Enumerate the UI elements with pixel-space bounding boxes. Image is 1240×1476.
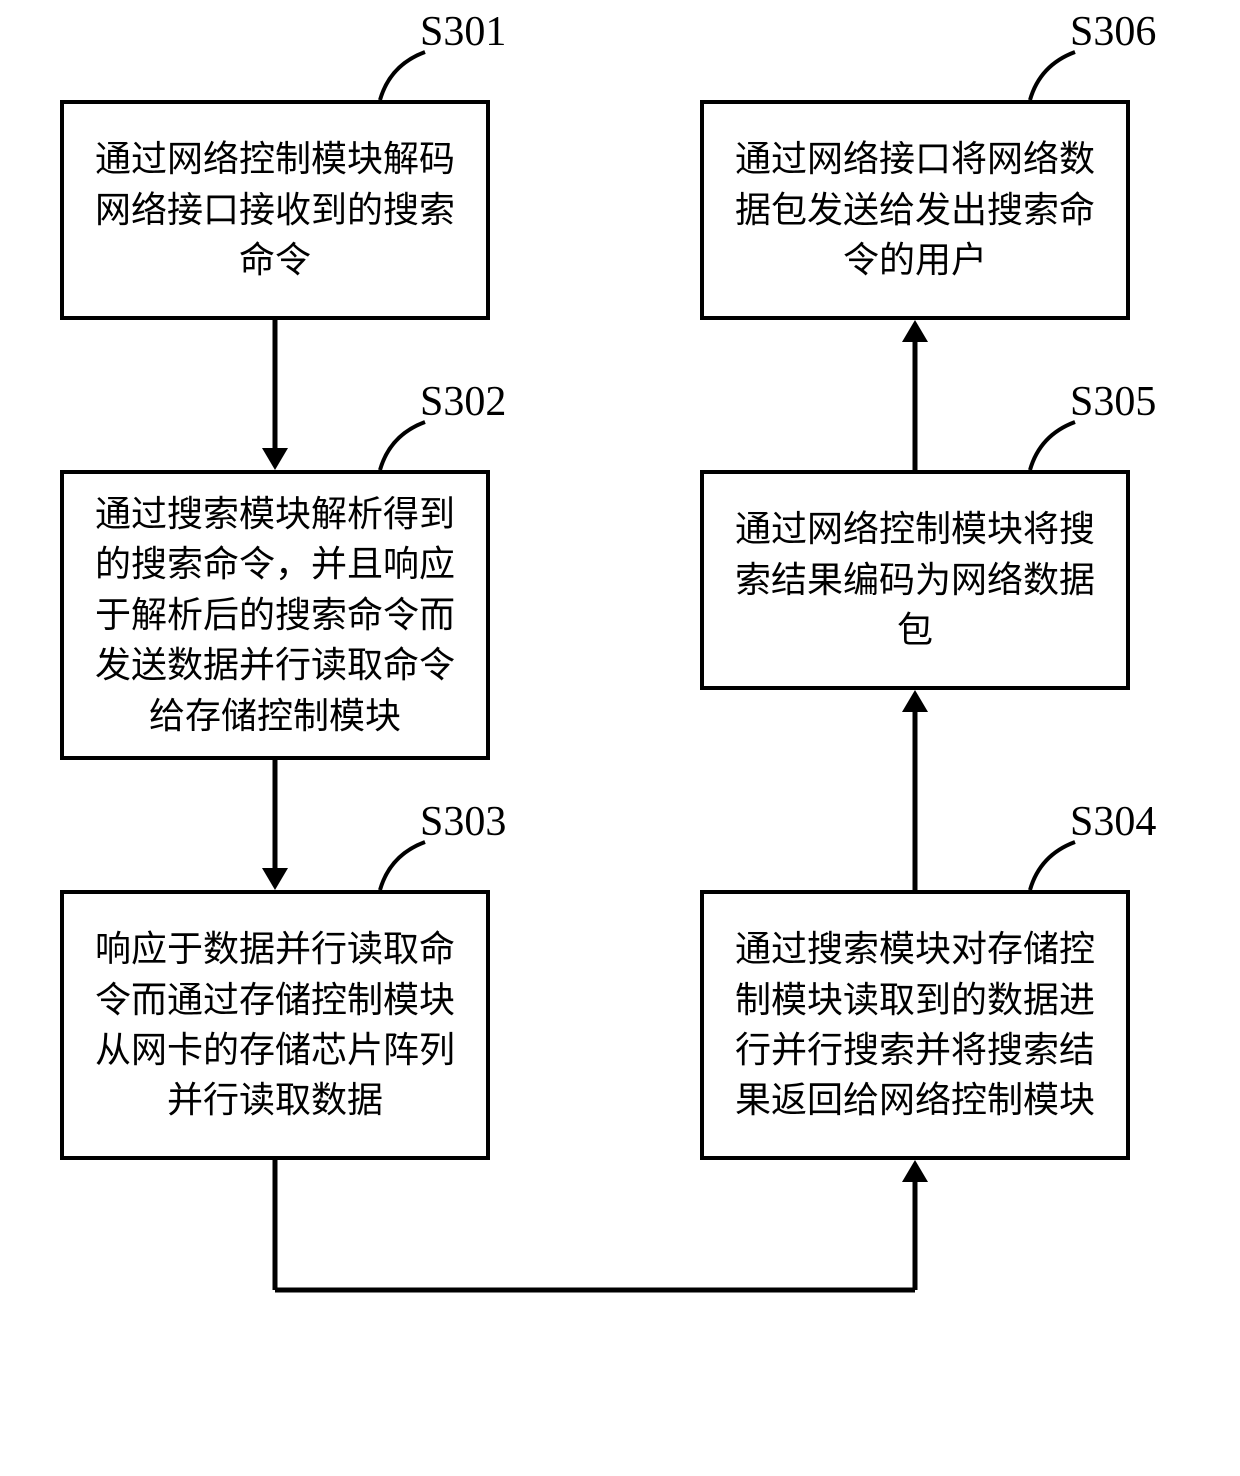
flowchart-container: 通过网络控制模块解码网络接口接收到的搜索命令 S301 通过搜索模块解析得到的搜… [0, 0, 1240, 1476]
edge-s305-s306 [0, 0, 1240, 1476]
